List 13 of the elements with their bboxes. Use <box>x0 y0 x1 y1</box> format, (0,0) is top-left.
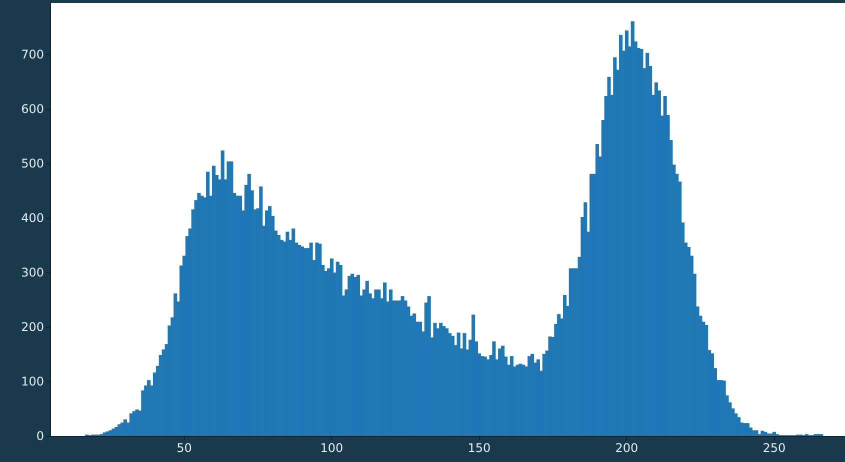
y-tick-label: 500 <box>21 156 44 170</box>
x-tick-label: 150 <box>468 441 491 455</box>
y-tick-label: 200 <box>21 320 44 334</box>
y-tick-label: 300 <box>21 265 44 280</box>
x-tick-label: 50 <box>176 441 192 455</box>
x-tick-label: 100 <box>320 441 344 455</box>
y-tick-label: 600 <box>21 102 44 116</box>
y-tick-label: 400 <box>21 210 44 225</box>
x-tick-label: 250 <box>762 441 786 455</box>
y-tick-label: 700 <box>21 47 44 62</box>
y-tick-label: 100 <box>21 374 44 388</box>
x-tick-label: 200 <box>615 441 638 455</box>
y-tick-label: 0 <box>36 429 44 443</box>
